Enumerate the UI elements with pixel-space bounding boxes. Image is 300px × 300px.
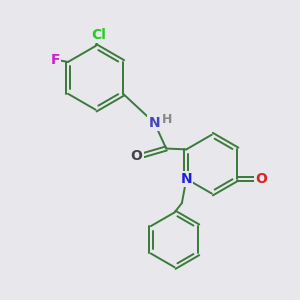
Text: N: N [148, 116, 160, 130]
Text: F: F [51, 53, 60, 68]
Text: O: O [255, 172, 267, 186]
Text: N: N [181, 172, 192, 186]
Text: Cl: Cl [92, 28, 106, 42]
Text: O: O [130, 149, 142, 164]
Text: H: H [162, 113, 172, 126]
